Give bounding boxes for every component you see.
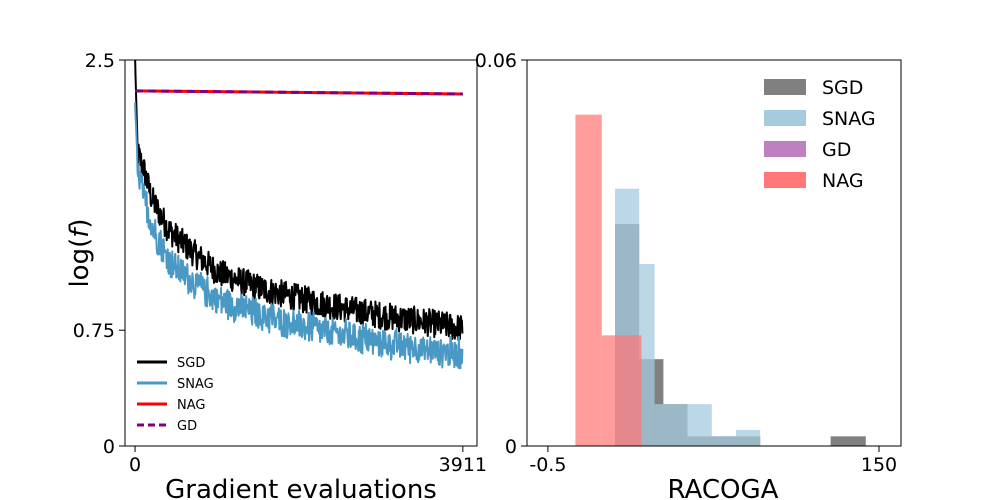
histogram-bars-group	[575, 114, 866, 446]
left-x-tick-label: 3911	[439, 454, 487, 476]
right-x-tick-label: -0.5	[529, 454, 566, 476]
right-y-tick-label: 0	[505, 436, 517, 458]
left-y-tick-label: 0	[103, 436, 115, 458]
left-plot-frame	[124, 59, 478, 447]
hist-bar-snag	[687, 404, 712, 446]
hist-bar-nag	[639, 335, 642, 446]
legend-label-sgd: SGD	[177, 356, 205, 371]
series-line-sgd	[134, 60, 464, 342]
hist-bar-sgd	[830, 436, 866, 446]
legend-label-snag-hist: SNAG	[822, 108, 876, 130]
hist-bar-snag	[639, 263, 655, 446]
hist-bar-snag	[711, 436, 736, 446]
legend-label-nag: NAG	[177, 398, 205, 413]
right-x-tick-label: 150	[861, 454, 897, 476]
legend-label-snag: SNAG	[177, 377, 214, 392]
right-plot-frame	[526, 59, 902, 447]
legend-label-nag-hist: NAG	[822, 170, 864, 192]
series-line-snag	[134, 102, 464, 370]
legend-swatch-sgd-hist	[764, 79, 806, 95]
left-x-tick-label: 0	[129, 454, 141, 476]
left-y-tick-label: 0.75	[73, 320, 115, 342]
legend-label-sgd-hist: SGD	[822, 77, 863, 99]
left-y-tick-label: 2.5	[85, 50, 115, 72]
series-line-gd	[135, 89, 463, 96]
left-legend: SGD SNAG NAG GD	[137, 356, 214, 434]
legend-label-gd: GD	[177, 419, 197, 434]
right-x-axis-label: RACOGA	[668, 475, 779, 500]
legend-swatch-snag-hist	[764, 110, 806, 126]
right-tick-group: -0.5 150 0 0.06	[475, 50, 897, 476]
line-chart-panel: 0 3911 0 0.75 2.5 Gradient evaluations log(f…	[65, 50, 487, 500]
legend-swatch-nag-hist	[764, 172, 806, 188]
hist-bar-nag	[601, 335, 640, 446]
legend-label-gd-hist: GD	[822, 139, 851, 161]
hist-bar-nag	[575, 114, 602, 446]
histogram-panel: -0.5 150 0 0.06 RACOGA SGD SNAG GD NAG	[475, 50, 902, 500]
hist-bar-snag	[736, 429, 761, 446]
hist-bar-snag	[654, 404, 688, 446]
left-x-axis-label: Gradient evaluations	[165, 475, 437, 500]
left-y-axis-label: log(f)	[65, 218, 95, 287]
legend-swatch-gd-hist	[764, 141, 806, 157]
right-y-tick-label: 0.06	[475, 50, 517, 72]
line-series-group	[134, 60, 464, 370]
left-tick-group: 0 3911 0 0.75 2.5	[73, 50, 487, 476]
right-legend: SGD SNAG GD NAG	[764, 77, 876, 192]
